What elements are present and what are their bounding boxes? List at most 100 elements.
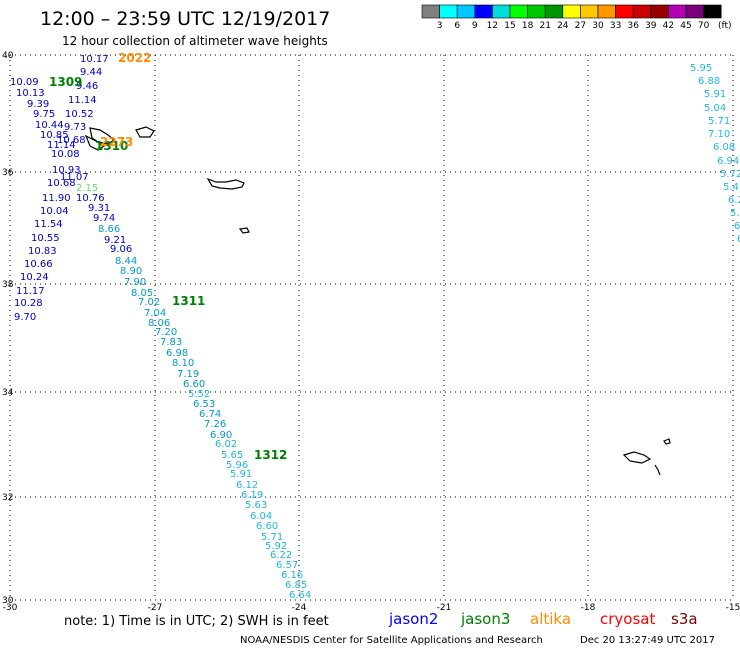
wave-height-value: 5.04 [704,103,726,114]
wave-height-value: 8.90 [120,266,142,277]
colorbar-tick-label: 45 [680,21,691,31]
colorbar-tick-label: 15 [504,21,515,31]
colorbar-tick-label: 30 [592,21,604,31]
wave-height-value: 8.66 [98,224,120,235]
island-desertas [654,464,661,476]
pass-label: 1312 [254,448,287,462]
wave-height-value: 6 [737,234,740,245]
wave-height-value: 6.85 [285,580,307,591]
mission-legend: jason2 jason3 altika cryosat s3a [388,610,698,628]
wave-height-value: 10.13 [16,88,45,99]
colorbar-tick-label: 24 [557,21,569,31]
island-santa-maria [238,227,250,234]
wave-height-value: 10.76 [76,193,105,204]
map-title: 12:00 – 23:59 UTC 12/19/2017 [40,8,330,30]
wave-height-value: 9.21 [104,235,126,246]
colorbar-swatch [509,4,528,19]
wave-height-value: 5.96 [226,460,248,471]
wave-height-value: 6.64 [289,590,311,601]
wave-height-value: 11.14 [68,95,97,106]
wave-height-value: 6.12 [236,480,258,491]
wave-height-value: 10.17 [80,54,109,65]
wave-height-value: 5.91 [704,89,726,100]
mission-jason3: jason3 [460,610,510,628]
colorbar-swatch [439,4,458,19]
wave-height-value: 8.06 [148,318,170,329]
colorbar-legend: 3 6 9 12 15 18 21 24 27 30 33 36 39 42 45 70 (ft) [421,4,732,31]
colorbar-swatch [492,4,511,19]
coastlines [84,126,671,476]
wave-height-value: 11.14 [47,140,76,151]
wave-height-value: 8.05 [131,288,153,299]
axis-labels: -30 -27 -24 -21 -18 -15 40 36 38 34 32 30 [2,51,740,613]
pass-label: 2022 [118,51,151,65]
wave-height-value: 6.08 [713,142,735,153]
wave-height-value: 10.68 [57,135,86,146]
colorbar-tick-label: 33 [610,21,621,31]
wave-height-value: 9.70 [14,312,36,323]
wave-height-value: 5.71 [261,532,283,543]
mission-s3a: s3a [671,610,698,628]
island-pico [89,127,116,145]
wave-height-value: 6.98 [166,348,188,359]
wave-height-value: 9.73 [64,122,86,133]
island-sao-miguel [206,177,245,190]
wave-height-value: 6.90 [210,430,232,441]
colorbar-tick-label: 3 [437,21,443,31]
lat-tick-label: 38 [2,280,14,290]
wave-height-value: 5.91 [230,469,252,480]
wave-height-value: 7.26 [204,419,226,430]
wave-height-value: 10.93 [52,165,81,176]
wave-height-value: 11.17 [16,286,45,297]
wave-height-value: 5.52 [188,389,210,400]
colorbar-tick-label: 27 [575,21,586,31]
wave-height-value: 10.08 [51,149,80,160]
wave-height-value: 10.68 [47,178,76,189]
colorbar-unit: (ft) [718,21,732,31]
lon-tick-label: -15 [726,603,740,613]
colorbar-swatch [544,4,564,19]
wave-height-value: 9.75 [33,109,55,120]
island-sao-jorge [84,134,106,151]
wave-height-value: 6.19 [241,490,263,501]
wave-height-value: 6.22 [270,550,292,561]
wave-height-value: 9.06 [110,244,132,255]
colorbar-swatch [456,4,476,19]
wave-height-value: 6 [734,221,740,232]
wave-height-value: 6.94 [717,156,739,167]
lon-tick-label: -21 [437,603,452,613]
wave-height-value: 7.02 [138,297,160,308]
lon-tick-label: -18 [581,603,596,613]
grid-lines [9,54,734,601]
island-madeira [622,451,652,464]
colorbar-swatch [527,4,546,19]
colorbar-swatch [632,4,652,19]
mission-cryosat: cryosat [600,610,655,628]
lat-tick-label: 32 [2,493,13,503]
colorbar-swatch [685,4,704,19]
wave-height-value: 5.63 [245,500,267,511]
wave-height-value: 11.90 [42,193,71,204]
wave-height-value: 10.04 [40,206,69,217]
colorbar-swatch [562,4,581,19]
wave-height-value: 10.66 [24,259,53,270]
wave-height-value: 6.74 [199,409,221,420]
wave-height-value: 9.39 [27,99,49,110]
wave-height-value: 10.52 [65,109,94,120]
pass-label: 1310 [95,139,128,153]
wave-height-value: 6.2 [728,195,740,206]
mission-jason2: jason2 [388,610,438,628]
wave-height-value: 5.95 [690,63,712,74]
wave-height-value: 7.83 [160,337,182,348]
lat-tick-label: 30 [2,596,14,606]
wave-height-value: 10.28 [14,298,43,309]
wave-height-values: 10.17 9.44 10.09 9.46 10.13 11.14 9.399.75 10.5… [10,54,740,601]
wave-height-value: 10.85 [40,130,69,141]
lon-tick-label: -27 [148,603,163,613]
lat-tick-label: 34 [2,388,14,398]
colorbar-tick-label: 70 [698,21,710,31]
island-porto-santo [663,438,671,445]
wave-height-value: 9.44 [80,67,102,78]
wave-height-value: 7.19 [177,369,199,380]
